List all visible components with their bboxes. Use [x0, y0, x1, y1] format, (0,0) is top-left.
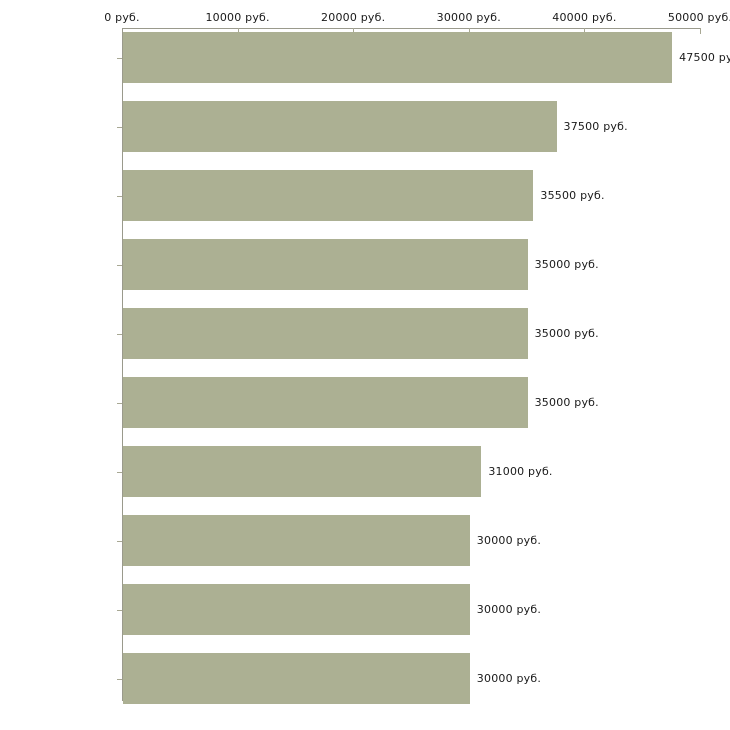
bar[interactable]: [123, 32, 673, 83]
bar-value-label: 31000 руб.: [488, 464, 553, 478]
x-axis-tick-label: 0 руб.: [104, 11, 140, 24]
x-axis-tick-label: 20000 руб.: [321, 11, 386, 24]
x-axis-tick-mark: [353, 28, 355, 34]
y-axis-tick-mark: [117, 472, 122, 473]
y-axis-tick-mark: [117, 679, 122, 680]
x-axis-tick-label: 50000 руб.: [667, 11, 730, 24]
bar-value-label: 47500 руб.: [679, 50, 730, 64]
bar[interactable]: [123, 377, 528, 428]
bar[interactable]: [123, 239, 528, 290]
bar[interactable]: [123, 584, 470, 635]
bar[interactable]: [123, 101, 557, 152]
y-axis-tick-mark: [117, 610, 122, 611]
bar-value-label: 35000 руб.: [534, 326, 599, 340]
bar[interactable]: [123, 308, 528, 359]
x-axis-tick-label: 30000 руб.: [436, 11, 501, 24]
y-axis-tick-mark: [117, 58, 122, 59]
bar-value-label: 35500 руб.: [540, 188, 605, 202]
bar[interactable]: [123, 170, 534, 221]
bar-value-label: 30000 руб.: [476, 602, 542, 616]
x-axis-tick-mark: [584, 28, 586, 34]
bar-value-label: 30000 руб.: [476, 533, 542, 547]
bar[interactable]: [123, 446, 482, 497]
bar[interactable]: [123, 653, 470, 704]
y-axis-tick-mark: [117, 541, 122, 542]
x-axis-tick-mark: [700, 28, 701, 34]
y-axis-line: [122, 28, 123, 701]
x-axis-line: [122, 28, 700, 29]
bar-value-label: 35000 руб.: [534, 257, 599, 271]
bar[interactable]: [123, 515, 470, 566]
y-axis-tick-mark: [117, 403, 122, 404]
y-axis-tick-mark: [117, 334, 122, 335]
bar-value-label: 35000 руб.: [534, 395, 599, 409]
x-axis-tick-label: 40000 руб.: [552, 11, 617, 24]
x-axis-tick-mark: [468, 28, 470, 34]
x-axis-tick-label: 10000 руб.: [205, 11, 270, 24]
y-axis-tick-mark: [117, 196, 122, 197]
y-axis-tick-mark: [117, 127, 122, 128]
bar-value-label: 37500 руб.: [563, 119, 628, 133]
bar-value-label: 30000 руб.: [476, 671, 542, 685]
y-axis-tick-mark: [117, 265, 122, 266]
x-axis-tick-mark: [237, 28, 239, 34]
